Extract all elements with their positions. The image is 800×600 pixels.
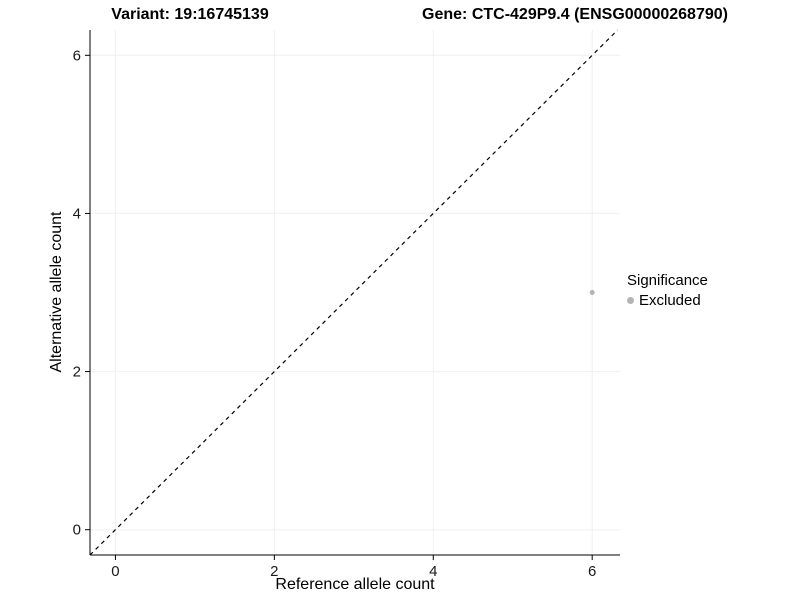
legend-title: Significance [627,272,708,289]
y-axis-title: Alternative allele count [48,211,65,373]
data-point [589,290,595,295]
x-tick-label: 4 [429,563,437,580]
y-tick-label: 6 [73,47,81,64]
x-tick-label: 0 [111,563,119,580]
plot-panel [90,30,620,555]
legend-item-label: Excluded [639,292,701,309]
y-tick-label: 2 [73,364,81,381]
gene-title: Gene: CTC-429P9.4 (ENSG00000268790) [422,6,728,23]
x-axis-title: Reference allele count [275,576,435,593]
variant-title: Variant: 19:16745139 [111,6,269,23]
y-tick-label: 0 [73,522,81,539]
legend-item: Excluded [627,292,708,309]
x-tick-label: 6 [588,563,596,580]
y-tick-label: 4 [73,205,81,222]
x-tick-label: 2 [270,563,278,580]
legend-point-swatch-icon [627,297,634,304]
legend: Significance Excluded [627,272,708,309]
